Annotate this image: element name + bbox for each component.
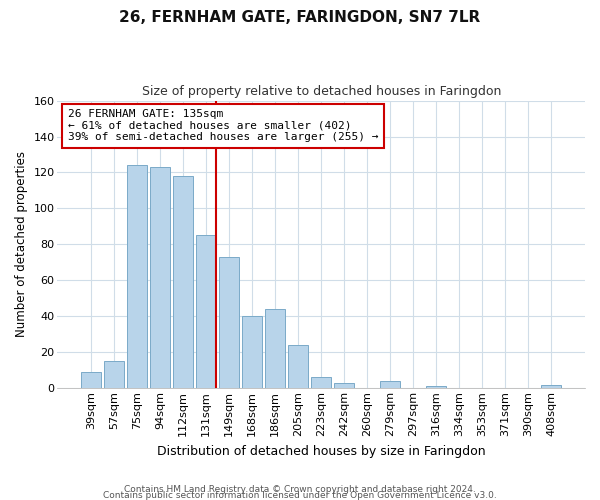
- Bar: [265, 309, 285, 388]
- Bar: [104, 362, 124, 388]
- Bar: [427, 386, 446, 388]
- Bar: [334, 383, 354, 388]
- X-axis label: Distribution of detached houses by size in Faringdon: Distribution of detached houses by size …: [157, 444, 485, 458]
- Bar: [151, 167, 170, 388]
- Text: 26, FERNHAM GATE, FARINGDON, SN7 7LR: 26, FERNHAM GATE, FARINGDON, SN7 7LR: [119, 10, 481, 25]
- Bar: [380, 381, 400, 388]
- Text: 26 FERNHAM GATE: 135sqm
← 61% of detached houses are smaller (402)
39% of semi-d: 26 FERNHAM GATE: 135sqm ← 61% of detache…: [68, 109, 379, 142]
- Title: Size of property relative to detached houses in Faringdon: Size of property relative to detached ho…: [142, 85, 501, 98]
- Bar: [311, 378, 331, 388]
- Bar: [541, 384, 561, 388]
- Text: Contains public sector information licensed under the Open Government Licence v3: Contains public sector information licen…: [103, 491, 497, 500]
- Bar: [289, 345, 308, 389]
- Bar: [127, 166, 147, 388]
- Y-axis label: Number of detached properties: Number of detached properties: [15, 152, 28, 338]
- Bar: [220, 257, 239, 388]
- Text: Contains HM Land Registry data © Crown copyright and database right 2024.: Contains HM Land Registry data © Crown c…: [124, 485, 476, 494]
- Bar: [173, 176, 193, 388]
- Bar: [82, 372, 101, 388]
- Bar: [242, 316, 262, 388]
- Bar: [196, 236, 216, 388]
